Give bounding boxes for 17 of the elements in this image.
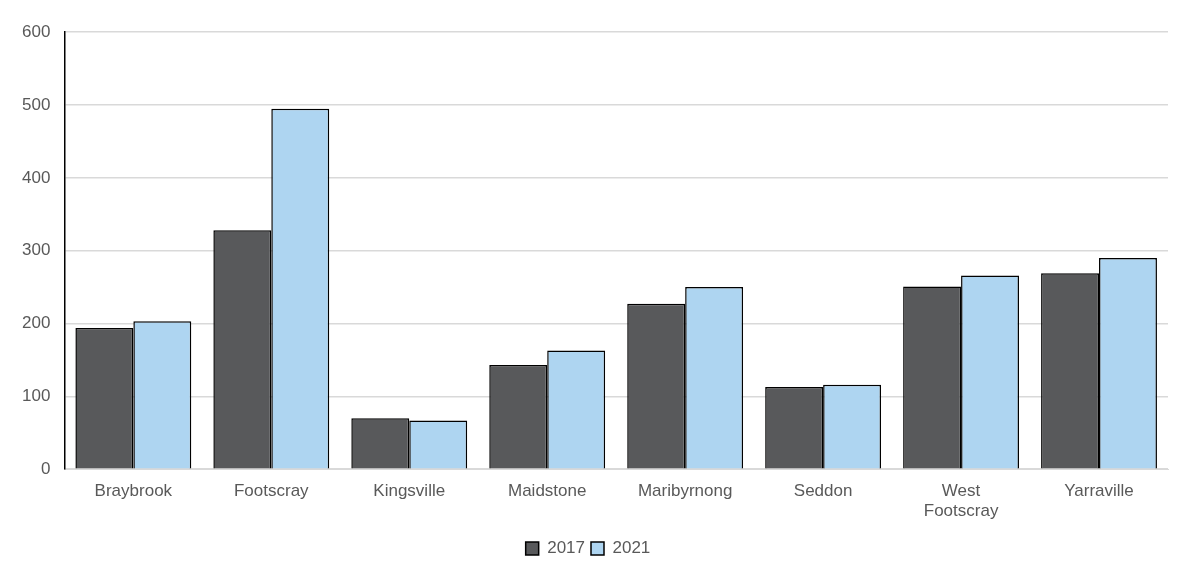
x-tick-label: West Footscray bbox=[923, 481, 999, 521]
y-tick-label: 400 bbox=[21, 167, 51, 187]
y-tick-label: 300 bbox=[21, 240, 51, 260]
y-tick-label: 200 bbox=[21, 313, 51, 333]
x-tick-label: Seddon bbox=[793, 481, 853, 501]
y-tick-label: 0 bbox=[40, 458, 51, 478]
x-tick-label: Kingsville bbox=[373, 481, 446, 501]
x-tick-label: Maribyrnong bbox=[637, 481, 733, 501]
legend-label: 2017 bbox=[547, 538, 586, 558]
x-tick-label: Footscray bbox=[233, 481, 310, 501]
y-tick-label: 500 bbox=[21, 94, 51, 114]
x-tick-label: Maidstone bbox=[507, 481, 587, 501]
legend-label: 2021 bbox=[612, 538, 651, 558]
y-tick-label: 600 bbox=[21, 21, 51, 41]
x-tick-label: Braybrook bbox=[94, 481, 173, 501]
x-tick-label: Yarraville bbox=[1064, 481, 1134, 501]
y-tick-label: 100 bbox=[21, 386, 51, 406]
